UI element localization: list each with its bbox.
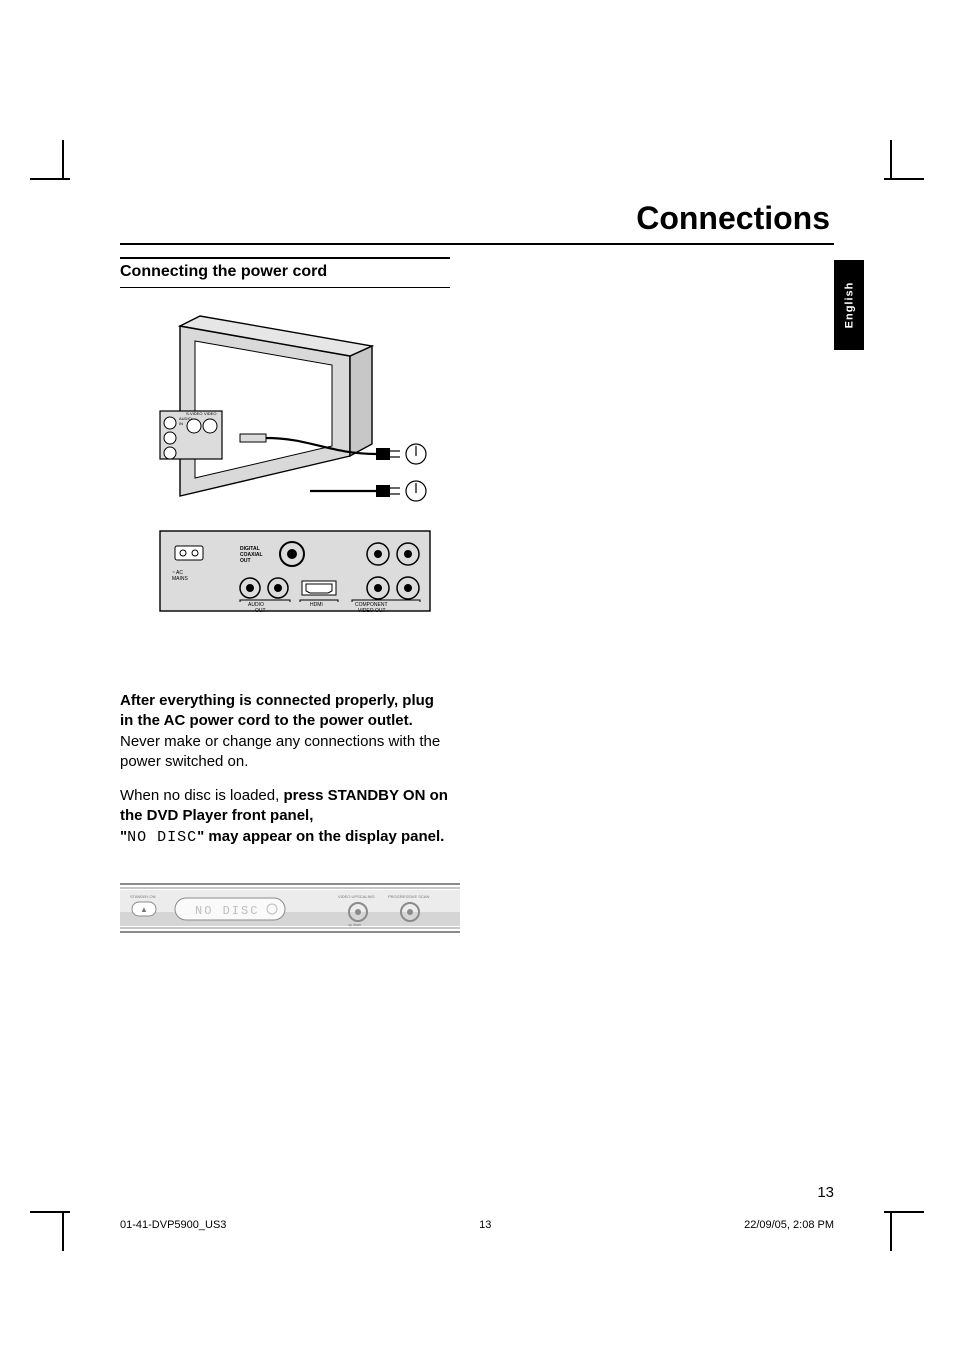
svg-text:▲: ▲ [140, 905, 148, 914]
para1-bold: After everything is connected properly, … [120, 692, 434, 729]
tv-illustration: AUDIO IN S-VIDEO VIDEO [160, 316, 426, 496]
svg-text:VIDEO: VIDEO [204, 411, 216, 416]
footer-center: 13 [479, 1219, 491, 1231]
language-tab-label: English [843, 282, 855, 329]
para2-lead: When no disc is loaded, [120, 787, 283, 804]
footer-left: 01-41-DVP5900_US3 [120, 1219, 226, 1231]
body-text: After everything is connected properly, … [120, 691, 450, 848]
svg-text:VIDEO OUT: VIDEO OUT [358, 608, 386, 614]
dvd-rear-panel: ~ AC MAINS DIGITAL COAXIAL OUT AUDIO OUT… [160, 531, 430, 614]
crop-mark [62, 140, 64, 180]
nodisc-text: NO DISC [127, 829, 197, 846]
page-content: Connections English Connecting the power… [120, 200, 834, 1191]
crop-mark [890, 1211, 892, 1251]
svg-text:VIDEO UPSCALING: VIDEO UPSCALING [338, 894, 375, 899]
svg-text:S-VIDEO: S-VIDEO [186, 411, 202, 416]
svg-text:up down: up down [348, 923, 361, 927]
para2-bold2: may appear on the display panel. [204, 828, 444, 845]
section-title: Connections [120, 200, 834, 245]
para1-plain: Never make or change any connections wit… [120, 733, 440, 770]
connection-diagram: AUDIO IN S-VIDEO VIDEO [120, 306, 440, 636]
display-text: NO DISC [195, 904, 259, 918]
svg-text:OUT: OUT [240, 558, 251, 564]
plug-illustration [310, 481, 426, 501]
print-footer: 01-41-DVP5900_US3 13 22/09/05, 2:08 PM [120, 1219, 834, 1231]
svg-text:HDMI: HDMI [310, 602, 323, 608]
crop-mark [890, 140, 892, 180]
svg-text:MAINS: MAINS [172, 576, 189, 582]
language-tab: English [834, 260, 864, 350]
front-panel-illustration: STANDBY-ON ▲ NO DISC VIDEO UPSCALING up … [120, 882, 460, 942]
svg-text:PROGRESSIVE SCAN: PROGRESSIVE SCAN [388, 894, 429, 899]
crop-mark [884, 1211, 924, 1213]
page-number: 13 [817, 1184, 834, 1201]
footer-right: 22/09/05, 2:08 PM [744, 1219, 834, 1231]
svg-text:STANDBY-ON: STANDBY-ON [130, 894, 156, 899]
subsection-title: Connecting the power cord [120, 257, 450, 288]
left-column: Connecting the power cord AUDIO IN S-VID… [120, 257, 450, 947]
svg-text:IN: IN [179, 421, 183, 426]
crop-mark [30, 178, 70, 180]
crop-mark [30, 1211, 70, 1213]
svg-text:OUT: OUT [255, 608, 266, 614]
crop-mark [62, 1211, 64, 1251]
crop-mark [884, 178, 924, 180]
